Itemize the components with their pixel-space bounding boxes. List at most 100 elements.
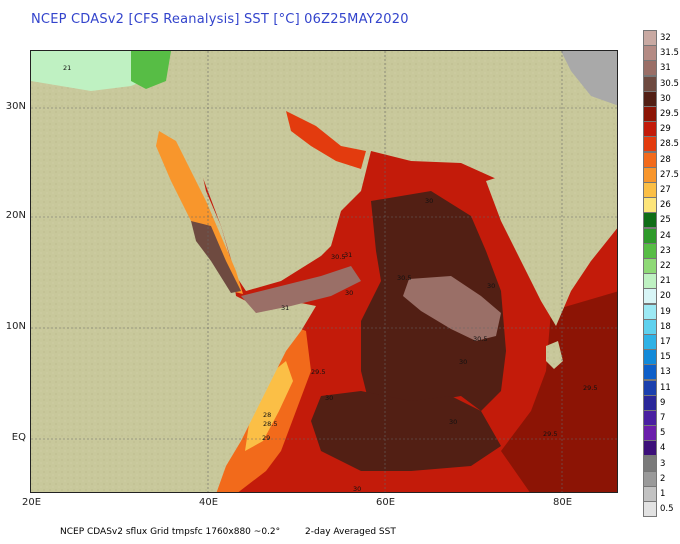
legend-swatch [643, 151, 657, 168]
lon-label-40e: 40E [199, 497, 219, 508]
legend-swatch [643, 425, 657, 442]
legend-label: 30.5 [660, 78, 679, 89]
legend-swatch [643, 410, 657, 426]
legend-swatch [643, 349, 657, 366]
contour-label: 29.5 [543, 430, 557, 438]
legend-swatch [643, 121, 657, 138]
contour-label: 30.5 [473, 335, 487, 343]
sst-29-east-region [501, 291, 617, 492]
himalaya-land [561, 51, 617, 106]
legend-swatch [643, 90, 657, 107]
legend-swatch [643, 379, 657, 396]
contour-label: 29 [262, 434, 270, 442]
legend-swatch [643, 470, 657, 487]
lon-label-80e: 80E [553, 497, 573, 508]
legend-label: 5 [660, 428, 666, 439]
contour-label: 30 [345, 289, 353, 297]
contour-label: 31 [344, 251, 352, 259]
contour-label: 31 [281, 304, 289, 312]
contour-label: 28.5 [263, 420, 277, 428]
footer-source: NCEP CDASv2 sflux Grid tmpsfc 1760x880 ~… [60, 527, 281, 537]
legend-label: 19 [660, 306, 671, 317]
contour-label: 28 [263, 411, 271, 419]
legend-label: 31.5 [660, 48, 679, 59]
sri-lanka-land [546, 341, 563, 369]
gulf-of-aden [241, 266, 361, 313]
legend-swatch [643, 501, 657, 518]
legend-swatch [643, 455, 657, 472]
sst-31-region [403, 276, 501, 341]
legend-swatch [643, 242, 657, 259]
legend-swatch [643, 197, 657, 214]
contour-label: 30 [487, 282, 495, 290]
legend-label: 25 [660, 215, 671, 226]
legend-label: 29 [660, 124, 671, 135]
legend-label: 28 [660, 154, 671, 165]
legend-label: 1 [660, 489, 666, 499]
legend-swatch [643, 45, 657, 62]
legend-label: 32 [660, 33, 671, 43]
legend-swatch [643, 75, 657, 92]
mediterranean-sea [31, 51, 161, 91]
arabia-land [166, 51, 617, 291]
legend-swatch [643, 227, 657, 244]
legend-swatch [643, 166, 657, 183]
contour-label: 30.5 [397, 274, 411, 282]
sst-map: 21 30 30.5 31 30 30.5 30 29.5 30 28 28.5… [30, 50, 618, 493]
legend-label: 17 [660, 337, 671, 347]
map-title: NCEP CDASv2 [CFS Reanalysis] SST [°C] 06… [31, 12, 409, 27]
legend-swatch [643, 30, 657, 46]
legend-label: 26 [660, 200, 671, 211]
contour-label: 29.5 [311, 368, 325, 376]
legend-label: 18 [660, 321, 671, 332]
legend-swatch [643, 212, 657, 229]
lon-label-20e: 20E [22, 497, 42, 508]
map-footer: NCEP CDASv2 sflux Grid tmpsfc 1760x880 ~… [60, 527, 418, 537]
persian-gulf [286, 111, 366, 169]
legend-swatch [643, 318, 657, 335]
legend-label: 4 [660, 443, 666, 454]
contour-label: 30.5 [331, 253, 345, 261]
india-land [486, 151, 617, 326]
legend-label: 3 [660, 458, 666, 469]
legend-label: 0.5 [660, 504, 674, 515]
legend-label: 23 [660, 245, 671, 256]
legend-label: 9 [660, 397, 666, 408]
lat-label-10n: 10N [5, 321, 26, 332]
legend-swatch [643, 60, 657, 77]
legend-swatch [643, 394, 657, 411]
legend-swatch [643, 258, 657, 274]
legend-swatch [643, 303, 657, 320]
legend-label: 21 [660, 276, 671, 287]
legend-swatch [643, 364, 657, 381]
legend-label: 22 [660, 261, 671, 271]
contour-label: 30 [425, 197, 433, 205]
legend-label: 27.5 [660, 169, 679, 180]
legend-label: 7 [660, 413, 666, 423]
lat-label-eq: EQ [11, 432, 26, 443]
contour-label: 30 [449, 418, 457, 426]
sst-27-region [245, 361, 293, 451]
contour-label: 21 [63, 64, 71, 72]
legend-label: 15 [660, 352, 671, 363]
legend-label: 30 [660, 93, 671, 104]
legend-swatch [643, 334, 657, 350]
legend-label: 31 [660, 63, 671, 74]
footer-averaging: 2-day Averaged SST [305, 527, 396, 537]
legend-label: 2 [660, 473, 666, 484]
africa-land [31, 51, 316, 492]
legend-swatch [643, 182, 657, 198]
lon-label-60e: 60E [376, 497, 396, 508]
legend-swatch [643, 486, 657, 502]
red-sea-south [191, 221, 241, 293]
lat-label-20n: 20N [5, 210, 26, 221]
contour-label: 30 [353, 485, 361, 493]
legend-swatch [643, 136, 657, 153]
contour-label: 30 [459, 358, 467, 366]
legend-swatch [643, 106, 657, 122]
contour-label: 30 [325, 394, 333, 402]
sst-30-south-region [311, 391, 501, 471]
legend-label: 27 [660, 185, 671, 195]
legend-label: 28.5 [660, 139, 679, 150]
legend-swatch [643, 288, 657, 305]
